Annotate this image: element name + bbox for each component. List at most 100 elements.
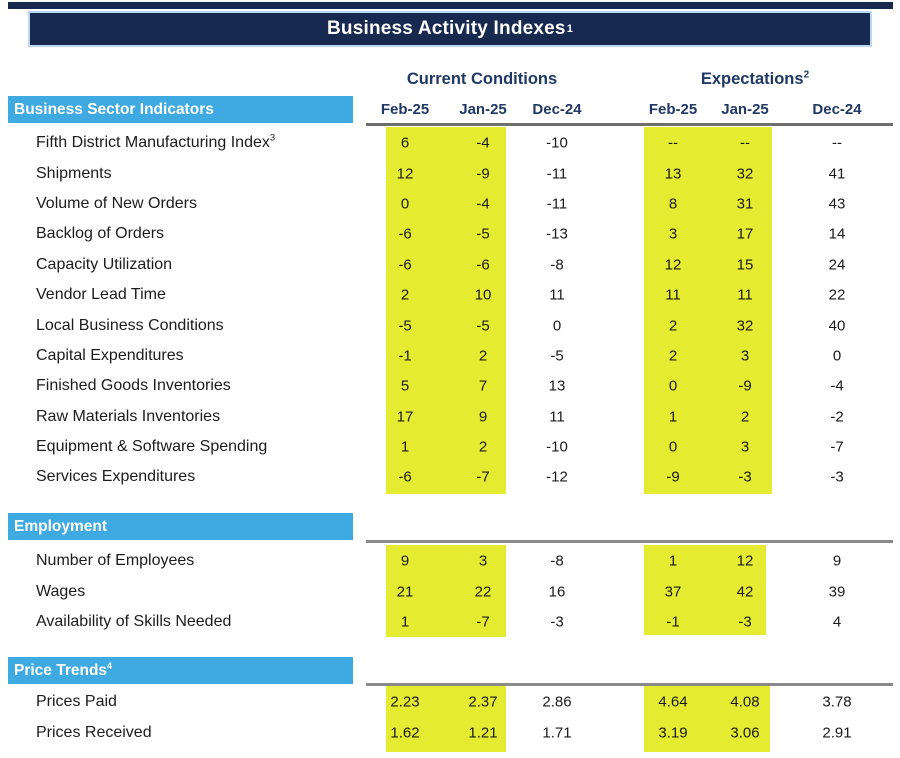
- cell-current-jan25: -6: [476, 256, 490, 274]
- table-row: Wages 21 22 16 37 42 39: [0, 576, 900, 606]
- row-label: Fifth District Manufacturing Index3: [36, 132, 276, 152]
- highlight-prices-expectations: [644, 686, 770, 752]
- cell-expectations-jan25: 11: [737, 286, 753, 304]
- cell-current-feb25: -1: [398, 347, 412, 365]
- cell-expectations-feb25: 12: [664, 256, 682, 274]
- table-row: Backlog of Orders -6 -5 -13 3 17 14: [0, 219, 900, 249]
- section-banner-business-sector-indicators: Business Sector Indicators: [8, 96, 353, 123]
- cell-current-dec24: -13: [546, 225, 568, 243]
- price-trends-divider-line: [366, 683, 893, 686]
- cell-expectations-jan25: 42: [736, 583, 754, 601]
- cell-current-jan25: 2: [478, 438, 488, 456]
- table-row: Availability of Skills Needed 1 -7 -3 -1 -3 4: [0, 607, 900, 637]
- row-label: Prices Paid: [36, 693, 117, 711]
- cell-expectations-jan25: 32: [736, 317, 754, 335]
- row-label: Capital Expenditures: [36, 346, 184, 364]
- row-label: Wages: [36, 582, 86, 600]
- cell-expectations-feb25: 13: [664, 165, 682, 183]
- cell-expectations-dec24: -2: [830, 408, 844, 426]
- table-row: Fifth District Manufacturing Index3 6 -4 -1…: [0, 128, 900, 158]
- cell-expectations-jan25: 2: [740, 408, 750, 426]
- cell-current-dec24: 16: [548, 583, 566, 601]
- cell-current-dec24: 0: [552, 317, 562, 335]
- cell-expectations-dec24: 0: [832, 347, 842, 365]
- cell-current-feb25: -6: [398, 225, 412, 243]
- row-label: Raw Materials Inventories: [36, 407, 221, 425]
- table-row: Finished Goods Inventories 5 7 13 0 -9 -4: [0, 371, 900, 401]
- cell-current-jan25: 7: [478, 377, 488, 395]
- cell-current-feb25: 5: [400, 377, 410, 395]
- cell-expectations-dec24: 39: [828, 583, 846, 601]
- cell-expectations-dec24: --: [832, 134, 842, 152]
- table-row: Number of Employees 9 3 -8 1 12 9: [0, 546, 900, 576]
- cell-current-jan25: -9: [476, 165, 490, 183]
- cell-expectations-jan25: -3: [738, 613, 752, 631]
- row-label: Local Business Conditions: [36, 316, 224, 334]
- row-label: Backlog of Orders: [36, 225, 165, 243]
- col-header-current-feb25: Feb-25: [380, 101, 430, 118]
- employment-divider-line: [366, 540, 893, 543]
- cell-expectations-jan25: 12: [736, 552, 754, 570]
- cell-expectations-feb25: 11: [665, 286, 681, 304]
- cell-current-dec24: -8: [550, 552, 564, 570]
- table-section-employment: Number of Employees 9 3 -8 1 12 9 Wages 21 22 16 37…: [0, 546, 900, 637]
- row-label: Shipments: [36, 164, 112, 182]
- cell-current-jan25: 2: [478, 347, 488, 365]
- cell-current-jan25: 9: [478, 408, 488, 426]
- cell-expectations-jan25: 15: [736, 256, 754, 274]
- cell-current-feb25: 12: [396, 165, 414, 183]
- col-header-expectations-dec24: Dec-24: [812, 101, 862, 118]
- group-header-expectations: Expectations2: [700, 69, 810, 88]
- section-banner-price-trends: Price Trends4: [8, 657, 353, 684]
- price-trends-footnote: 4: [107, 660, 113, 671]
- cell-expectations-feb25: 1: [668, 408, 678, 426]
- cell-current-feb25: 0: [400, 195, 410, 213]
- cell-expectations-jan25: 3: [740, 438, 750, 456]
- col-header-expectations-jan25: Jan-25: [721, 101, 769, 118]
- cell-current-feb25: -5: [398, 317, 412, 335]
- header-divider-line: [366, 123, 893, 126]
- cell-current-dec24: -10: [546, 438, 568, 456]
- group-header-current-conditions: Current Conditions: [406, 70, 558, 88]
- table-section-business-sector-indicators: Fifth District Manufacturing Index3 6 -4 -1…: [0, 128, 900, 493]
- cell-expectations-dec24: -4: [830, 377, 844, 395]
- cell-current-dec24: -5: [550, 347, 564, 365]
- cell-current-dec24: 11: [549, 408, 565, 426]
- cell-expectations-feb25: 37: [664, 583, 682, 601]
- cell-expectations-jan25: 32: [736, 165, 754, 183]
- table-row: Raw Materials Inventories 17 9 11 1 2 -2: [0, 402, 900, 432]
- row-label: Number of Employees: [36, 552, 195, 570]
- cell-expectations-dec24: 24: [828, 256, 846, 274]
- cell-current-feb25: 9: [400, 552, 410, 570]
- cell-current-dec24: -3: [550, 613, 564, 631]
- cell-expectations-dec24: 40: [828, 317, 846, 335]
- cell-expectations-dec24: 41: [828, 165, 846, 183]
- cell-current-jan25: 2.37: [468, 693, 498, 711]
- cell-expectations-feb25: 4.64: [658, 693, 688, 711]
- row-label: Availability of Skills Needed: [36, 612, 232, 630]
- table-row: Capacity Utilization -6 -6 -8 12 15 24: [0, 250, 900, 280]
- cell-current-feb25: -6: [398, 468, 412, 486]
- cell-current-dec24: -11: [546, 195, 568, 213]
- cell-expectations-dec24: 3.78: [822, 693, 852, 711]
- table-row: Local Business Conditions -5 -5 0 2 32 40: [0, 310, 900, 340]
- cell-expectations-feb25: --: [668, 134, 678, 152]
- table-row: Capital Expenditures -1 2 -5 2 3 0: [0, 341, 900, 371]
- cell-current-feb25: 2.23: [390, 693, 420, 711]
- cell-expectations-dec24: 43: [828, 195, 846, 213]
- page-title-bar: Business Activity Indexes 1: [28, 11, 872, 47]
- cell-expectations-jan25: -9: [738, 377, 752, 395]
- table-row: Shipments 12 -9 -11 13 32 41: [0, 158, 900, 188]
- row-label: Finished Goods Inventories: [36, 377, 231, 395]
- cell-current-jan25: -5: [476, 225, 490, 243]
- cell-expectations-feb25: 0: [668, 377, 678, 395]
- table-row: Prices Received 1.62 1.21 1.71 3.19 3.06 2.91: [0, 717, 900, 747]
- top-border-strip: [8, 2, 893, 9]
- cell-expectations-feb25: 3.19: [658, 724, 688, 742]
- cell-current-jan25: -7: [476, 613, 490, 631]
- cell-current-feb25: 1.62: [390, 724, 420, 742]
- row-label: Prices Received: [36, 723, 152, 741]
- cell-expectations-dec24: 14: [828, 225, 846, 243]
- cell-expectations-dec24: 4: [832, 613, 842, 631]
- cell-current-feb25: 21: [396, 583, 414, 601]
